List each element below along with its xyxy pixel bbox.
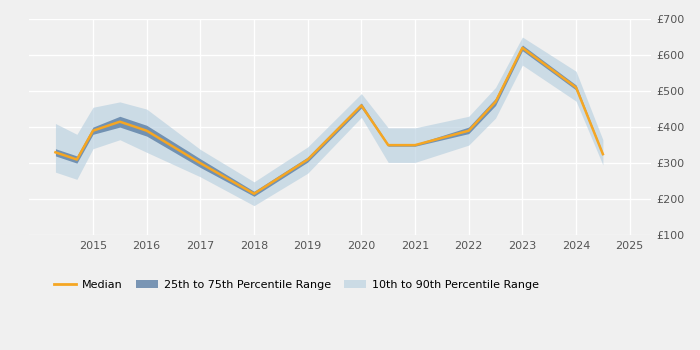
- Legend: Median, 25th to 75th Percentile Range, 10th to 90th Percentile Range: Median, 25th to 75th Percentile Range, 1…: [50, 275, 543, 294]
